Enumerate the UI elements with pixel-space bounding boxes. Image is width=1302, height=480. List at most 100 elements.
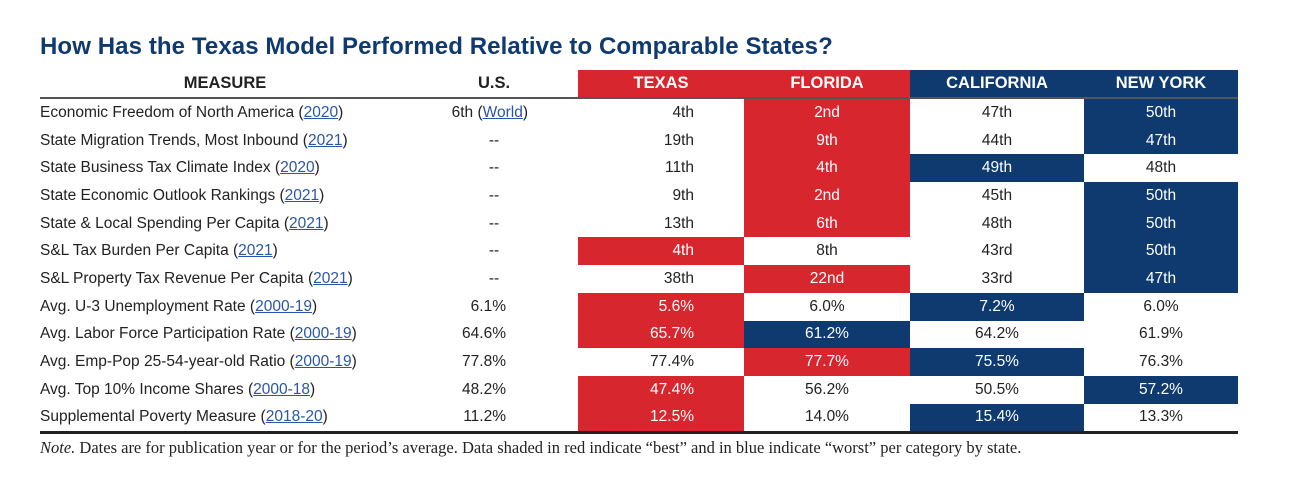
measure-year-link[interactable]: 2020 xyxy=(303,103,339,121)
us-close-paren: ) xyxy=(522,103,528,121)
measure-close-paren: ) xyxy=(272,242,278,260)
new-york-cell: 50th xyxy=(1084,237,1238,266)
texas-cell: 38th xyxy=(663,269,694,287)
us-cell: -- xyxy=(488,131,500,149)
measure-close-paren: ) xyxy=(323,214,329,232)
new-york-cell: 57.2% xyxy=(1084,375,1238,404)
texas-cell: 9th xyxy=(672,186,694,204)
us-cell: 64.6% xyxy=(462,325,506,343)
measure-year-link[interactable]: 2021 xyxy=(284,186,320,204)
texas-cell: 4th xyxy=(578,237,744,266)
measure-close-paren: ) xyxy=(310,380,316,398)
measure-year-link[interactable]: 2021 xyxy=(307,131,343,149)
florida-cell: 2nd xyxy=(744,182,910,210)
florida-cell: 2nd xyxy=(744,99,910,127)
florida-cell: 14.0% xyxy=(805,408,849,426)
table-row: State Economic Outlook Rankings (2021) --… xyxy=(40,182,1238,210)
measure-cell: State & Local Spending Per Capita (2021) xyxy=(40,210,410,238)
table-row: State Migration Trends, Most Inbound (20… xyxy=(40,126,1238,155)
measure-year-link[interactable]: 2000-18 xyxy=(253,380,310,398)
measure-label: State Economic Outlook Rankings ( xyxy=(40,186,285,204)
new-york-cell: 13.3% xyxy=(1139,408,1183,426)
measure-cell: Economic Freedom of North America (2020) xyxy=(40,99,410,127)
new-york-cell: 61.9% xyxy=(1139,325,1183,343)
measure-label: Supplemental Poverty Measure ( xyxy=(40,408,266,426)
measure-cell: Avg. Top 10% Income Shares (2000-18) xyxy=(40,376,410,404)
table-title: How Has the Texas Model Performed Relati… xyxy=(40,33,833,60)
california-cell: 75.5% xyxy=(910,348,1084,376)
measure-year-link[interactable]: 2000-19 xyxy=(294,325,352,343)
california-cell: 43rd xyxy=(981,242,1013,260)
california-cell: 7.2% xyxy=(910,292,1084,321)
california-cell: 45th xyxy=(981,186,1013,204)
new-york-cell: 50th xyxy=(1084,182,1238,210)
table-row: S&L Tax Burden Per Capita (2021) -- 4th 8th… xyxy=(40,237,1238,266)
measure-year-link[interactable]: 2021 xyxy=(238,242,273,260)
texas-cell: 13th xyxy=(663,214,694,232)
florida-cell: 9th xyxy=(744,126,910,155)
measure-year-link[interactable]: 2021 xyxy=(313,269,348,287)
measure-label: S&L Property Tax Revenue Per Capita ( xyxy=(40,269,314,287)
comparison-table: MEASURE U.S. TEXAS FLORIDA CALIFORNIA NE… xyxy=(40,70,1238,432)
measure-year-link[interactable]: 2018-20 xyxy=(265,408,323,426)
texas-cell: 19th xyxy=(663,131,694,149)
table-row: Avg. Labor Force Participation Rate (200… xyxy=(40,320,1238,349)
us-cell: -- xyxy=(488,214,500,232)
header-us: U.S. xyxy=(477,74,511,92)
measure-year-link[interactable]: 2021 xyxy=(289,214,324,232)
table-note: Note. Dates are for publication year or … xyxy=(40,438,1021,458)
table-row: Avg. U-3 Unemployment Rate (2000-19) 6.1%… xyxy=(40,292,1238,321)
measure-cell: Avg. Labor Force Participation Rate (200… xyxy=(40,321,410,349)
measure-year-link[interactable]: 2000-19 xyxy=(294,353,352,371)
california-cell: 64.2% xyxy=(975,325,1019,343)
florida-cell: 4th xyxy=(744,154,910,183)
header-texas: TEXAS xyxy=(578,70,744,97)
measure-label: State & Local Spending Per Capita ( xyxy=(40,214,290,232)
note-label: Note. xyxy=(40,438,76,457)
table-row: State & Local Spending Per Capita (2021)… xyxy=(40,209,1238,238)
new-york-cell: 50th xyxy=(1084,99,1238,127)
us-cell: 11.2% xyxy=(463,408,506,426)
texas-cell: 65.7% xyxy=(578,320,744,349)
new-york-cell: 47th xyxy=(1084,265,1238,293)
florida-cell: 6.0% xyxy=(809,297,845,315)
us-cell: -- xyxy=(488,242,500,260)
us-cell: 6.1% xyxy=(470,297,506,315)
florida-cell: 22nd xyxy=(744,265,910,293)
measure-label: State Migration Trends, Most Inbound ( xyxy=(40,131,308,149)
us-cell: -- xyxy=(488,159,500,177)
measure-close-paren: ) xyxy=(311,297,318,315)
measure-close-paren: ) xyxy=(322,408,328,426)
table-row: State Business Tax Climate Index (2020) -… xyxy=(40,154,1238,183)
measure-cell: Supplemental Poverty Measure (2018-20) xyxy=(40,404,410,432)
bottom-rule xyxy=(40,431,1238,434)
us-cell: 77.8% xyxy=(462,353,506,371)
california-cell: 44th xyxy=(981,131,1013,149)
table-row: Avg. Top 10% Income Shares (2000-18) 48.2… xyxy=(40,375,1238,404)
measure-cell: S&L Property Tax Revenue Per Capita (202… xyxy=(40,265,410,293)
table-row: Avg. Emp-Pop 25-54-year-old Ratio (2000-… xyxy=(40,348,1238,376)
note-text: Dates are for publication year or for th… xyxy=(75,438,1022,457)
measure-year-link[interactable]: 2020 xyxy=(280,159,315,177)
us-cell: -- xyxy=(488,186,500,204)
measure-close-paren: ) xyxy=(314,159,320,177)
measure-close-paren: ) xyxy=(347,269,353,287)
us-cell: 6th (World) xyxy=(410,99,578,127)
new-york-cell: 50th xyxy=(1084,209,1238,238)
measure-label: Economic Freedom of North America ( xyxy=(40,103,304,121)
header-new-york: NEW YORK xyxy=(1084,70,1238,97)
california-cell: 49th xyxy=(910,154,1084,183)
measure-cell: State Migration Trends, Most Inbound (20… xyxy=(40,127,410,155)
us-world-link[interactable]: World xyxy=(482,103,523,121)
florida-cell: 61.2% xyxy=(744,320,910,349)
california-cell: 33rd xyxy=(981,269,1013,287)
measure-label: State Business Tax Climate Index ( xyxy=(40,159,281,177)
texas-cell: 11th xyxy=(664,159,694,177)
header-row: MEASURE U.S. TEXAS FLORIDA CALIFORNIA NE… xyxy=(40,70,1238,99)
table-row: Supplemental Poverty Measure (2018-20) 11… xyxy=(40,403,1238,432)
measure-cell: Avg. U-3 Unemployment Rate (2000-19) xyxy=(40,293,410,321)
florida-cell: 6th xyxy=(744,209,910,238)
measure-year-link[interactable]: 2000-19 xyxy=(255,297,312,315)
new-york-cell: 76.3% xyxy=(1139,353,1183,371)
california-cell: 15.4% xyxy=(910,403,1084,432)
